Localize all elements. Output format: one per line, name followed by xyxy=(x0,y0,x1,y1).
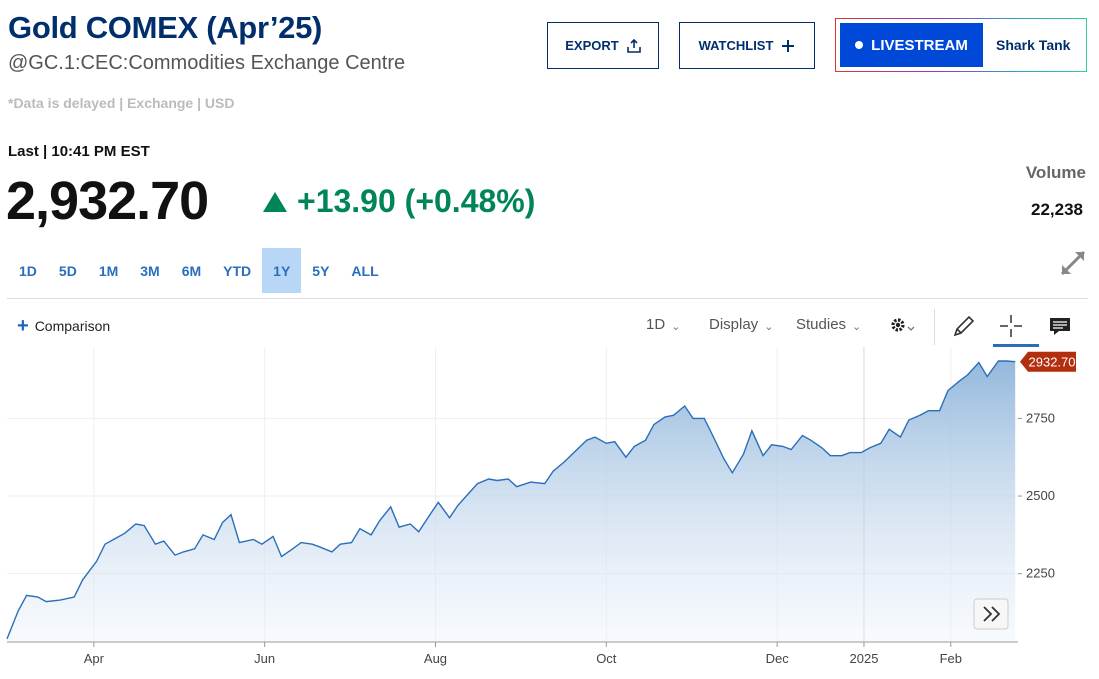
comment-icon[interactable] xyxy=(1047,312,1075,340)
chart-toolbar: + Comparison 1D ⌄ Display ⌄ Studies ⌄ xyxy=(0,306,1099,347)
plus-icon: + xyxy=(17,315,29,337)
last-price: 2,932.70 xyxy=(6,171,209,231)
share-icon xyxy=(626,38,641,53)
range-tab-5y[interactable]: 5Y xyxy=(312,262,330,279)
x-tick-label: Apr xyxy=(84,651,105,666)
double-chevron-right-icon xyxy=(983,606,1001,622)
x-axis: Apr Jun Aug Oct Dec 2025 Feb xyxy=(84,642,962,666)
interval-dropdown[interactable]: 1D ⌄ xyxy=(646,316,680,333)
volume-value: 22,238 xyxy=(1031,200,1083,219)
livestream-button[interactable]: LIVESTREAM xyxy=(840,23,983,67)
y-tick-label: 2500 xyxy=(1026,488,1055,503)
expand-icon[interactable] xyxy=(1058,248,1088,278)
y-axis: 2250 2500 2750 xyxy=(1018,410,1055,581)
live-dot-icon xyxy=(855,41,864,49)
up-arrow-icon xyxy=(263,191,287,212)
price-change-value: +13.90 (+0.48%) xyxy=(297,183,536,219)
price-chart[interactable]: 2250 2500 2750 Apr Jun Aug Oct Dec 2025 Feb 2932… xyxy=(0,347,1099,679)
page-title: Gold COMEX (Apr’25) xyxy=(8,10,323,45)
display-dropdown[interactable]: Display ⌄ xyxy=(709,316,773,333)
comparison-label: Comparison xyxy=(34,318,111,334)
last-value-badge: 2932.70 xyxy=(1020,351,1076,372)
range-tab-3m[interactable]: 3M xyxy=(140,262,160,279)
delayed-note: *Data is delayed | Exchange | USD xyxy=(8,95,235,111)
export-label: EXPORT xyxy=(565,38,619,53)
last-time-label: Last | 10:41 PM EST xyxy=(8,143,150,160)
comparison-button[interactable]: + Comparison xyxy=(17,315,111,337)
x-tick-label: Jun xyxy=(254,651,275,666)
toolbar-separator xyxy=(934,309,935,345)
last-value-badge-shape xyxy=(1020,351,1076,372)
range-tab-1m[interactable]: 1M xyxy=(98,262,119,279)
livestream-panel: LIVESTREAM Shark Tank xyxy=(835,18,1087,72)
x-tick-label: Feb xyxy=(940,651,962,666)
symbol-subtitle: @GC.1:CEC:Commodities Exchange Centre xyxy=(8,52,406,74)
livestream-label: LIVESTREAM xyxy=(871,36,968,54)
x-tick-label: Aug xyxy=(424,651,447,666)
range-tab-1y[interactable]: 1Y xyxy=(262,248,302,293)
plus-icon xyxy=(781,39,795,53)
scroll-forward-button[interactable] xyxy=(973,598,1009,630)
chevron-down-icon: ⌄ xyxy=(764,321,774,333)
studies-dropdown[interactable]: Studies ⌄ xyxy=(796,316,861,333)
x-tick-label: Oct xyxy=(596,651,617,666)
gear-icon[interactable] xyxy=(888,312,922,340)
last-value-label: 2932.70 xyxy=(1029,355,1076,370)
studies-label: Studies xyxy=(796,316,847,333)
y-tick-label: 2750 xyxy=(1026,410,1055,425)
pencil-icon[interactable] xyxy=(950,312,978,340)
range-tab-all[interactable]: ALL xyxy=(351,262,379,279)
watchlist-button[interactable]: WATCHLIST xyxy=(679,22,815,69)
section-divider xyxy=(7,298,1088,299)
watchlist-label: WATCHLIST xyxy=(698,38,774,53)
x-tick-label: 2025 xyxy=(850,651,879,666)
range-tab-1d[interactable]: 1D xyxy=(19,262,37,279)
volume-label: Volume xyxy=(1025,163,1086,182)
range-selector: 1D 5D 1M 3M 6M YTD 1Y 5Y ALL xyxy=(8,248,390,293)
range-tab-5d[interactable]: 5D xyxy=(58,262,77,279)
price-area xyxy=(7,361,1016,642)
active-tool-indicator xyxy=(993,344,1039,347)
interval-label: 1D xyxy=(646,316,666,333)
chevron-down-icon: ⌄ xyxy=(671,321,681,333)
range-tab-6m[interactable]: 6M xyxy=(181,262,202,279)
range-tab-ytd[interactable]: YTD xyxy=(223,262,252,279)
crosshair-icon[interactable] xyxy=(997,312,1025,340)
export-button[interactable]: EXPORT xyxy=(547,22,659,69)
y-tick-label: 2250 xyxy=(1026,566,1055,581)
price-line xyxy=(6,360,1016,640)
display-label: Display xyxy=(709,316,759,333)
price-change: +13.90 (+0.48%) xyxy=(263,183,535,220)
chevron-down-icon: ⌄ xyxy=(852,321,862,333)
x-tick-label: Dec xyxy=(766,651,790,666)
livestream-show-link[interactable]: Shark Tank xyxy=(996,37,1071,53)
